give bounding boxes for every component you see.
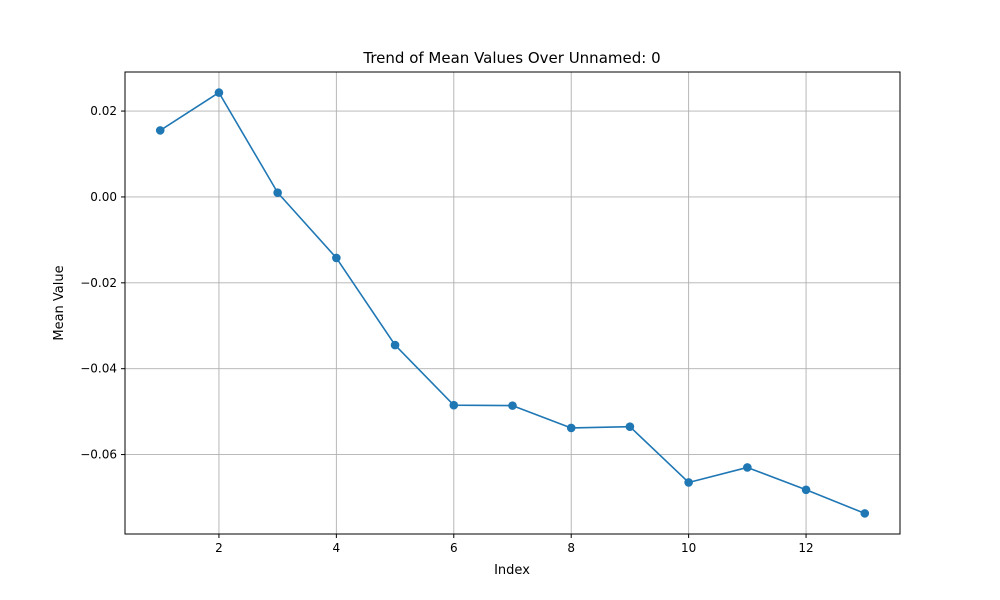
x-tick-label: 8 — [567, 541, 575, 555]
y-tick-label: −0.06 — [80, 448, 117, 462]
data-point — [508, 401, 517, 410]
y-axis-label: Mean Value — [52, 265, 67, 340]
x-tick-label: 2 — [215, 541, 223, 555]
y-tick-label: −0.02 — [80, 276, 117, 290]
data-point — [684, 478, 693, 487]
y-tick-label: 0.02 — [90, 104, 117, 118]
series-layer — [155, 88, 870, 518]
grid-layer — [125, 72, 900, 534]
data-point — [860, 509, 870, 518]
data-point — [449, 400, 459, 410]
y-tick-label: 0.00 — [90, 190, 117, 204]
data-point — [332, 253, 341, 263]
data-point — [743, 463, 752, 472]
x-tick-label: 10 — [681, 541, 696, 555]
series-line — [159, 91, 866, 515]
data-point — [214, 88, 224, 97]
x-tick-label: 6 — [450, 541, 458, 555]
data-point — [273, 188, 282, 197]
plot-frame — [124, 71, 901, 535]
data-point — [625, 422, 635, 431]
y-tick-label: −0.04 — [80, 362, 117, 376]
ticks-layer: 2 4 6 8 10 12 0.02 0.00 −0.02 −0.04 −0.06 — [80, 104, 813, 555]
x-tick-label: 4 — [333, 541, 341, 555]
chart-title: Trend of Mean Values Over Unnamed: 0 — [362, 49, 660, 67]
data-point — [566, 423, 576, 433]
data-point — [390, 340, 400, 350]
x-axis-label: Index — [494, 563, 530, 578]
data-point — [801, 485, 811, 495]
x-tick-label: 12 — [798, 541, 813, 555]
data-point — [155, 126, 165, 135]
